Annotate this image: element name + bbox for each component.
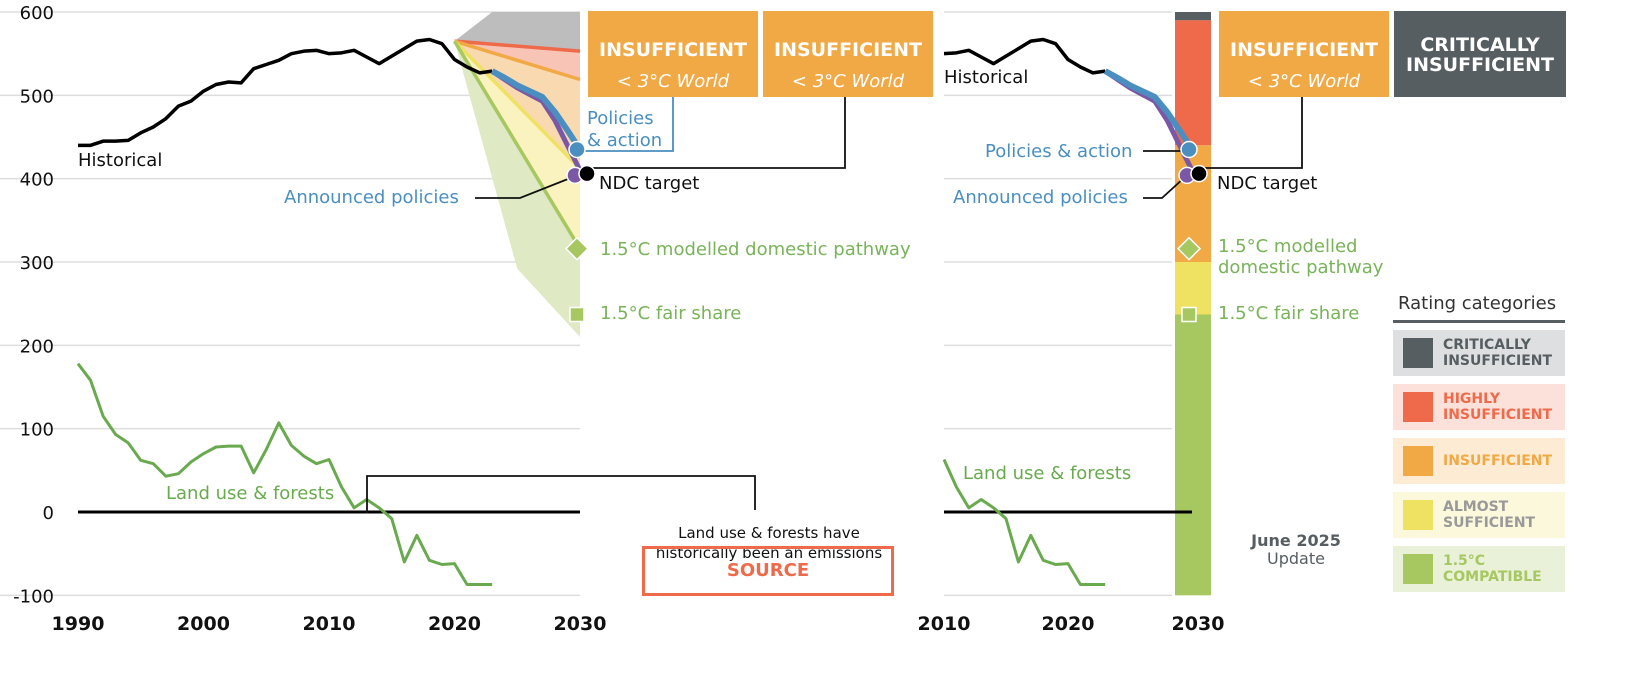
label-line: Land use & forests have — [678, 524, 860, 542]
label-line: domestic pathway — [1218, 257, 1384, 278]
land-use-line — [76, 362, 493, 586]
band-boundary-line — [454, 39, 581, 53]
y-tick-label: -100 — [13, 586, 54, 607]
x-tick-label: 1990 — [52, 613, 105, 635]
label-modelled-2: 1.5°C modelled domestic pathway — [1218, 236, 1383, 278]
band-boundary-line — [453, 39, 581, 82]
label-line: Policies — [587, 108, 654, 129]
y-tick-label: 400 — [20, 170, 54, 191]
update-date: June 2025 — [1251, 531, 1341, 550]
x-tick-label: 2010 — [918, 613, 971, 635]
label-policies-action-2: Policies & action — [985, 141, 1133, 162]
rating-sub: < 3°C World — [1247, 71, 1361, 92]
modelled-pathway-marker — [564, 236, 590, 261]
rating-box-overall: CRITICALLY INSUFFICIENT — [1394, 11, 1566, 97]
legend-label: INSUFFICIENT — [1443, 453, 1553, 469]
label-fair-share-2: 1.5°C fair share — [1218, 303, 1360, 324]
rating-bar-segment — [1175, 20, 1211, 146]
historical-line — [943, 37, 1106, 75]
rating-bar-segment — [1175, 314, 1211, 596]
y-tick-label: 200 — [20, 336, 54, 357]
policies-action-marker — [1180, 140, 1198, 159]
x-tick-label: 2030 — [1172, 613, 1225, 635]
x-tick-label: 2030 — [554, 613, 607, 635]
land-use-line — [942, 458, 1106, 586]
y-tick-label: 600 — [20, 3, 54, 24]
legend-swatch — [1403, 392, 1433, 422]
label-line: & action — [587, 130, 663, 151]
fair-share-marker — [1181, 306, 1197, 323]
connector-policies — [583, 97, 674, 152]
update-text: Update — [1267, 549, 1325, 568]
y-tick-label: 0 — [43, 503, 54, 524]
legend-label: CRITICALLY INSUFFICIENT — [1443, 337, 1553, 369]
band-critically-insufficient — [454, 12, 580, 52]
rating-box-policies-2: INSUFFICIENT < 3°C World — [1219, 11, 1389, 97]
label-announced-2: Announced policies — [953, 187, 1128, 208]
label-policies-action: Policies & action — [587, 108, 662, 152]
policies-action-marker — [568, 140, 586, 159]
rating-title: INSUFFICIENT — [1230, 39, 1378, 61]
legend-item: CRITICALLY INSUFFICIENT — [1393, 330, 1565, 376]
rating-title: CRITICALLY INSUFFICIENT — [1406, 34, 1554, 76]
rating-sub: < 3°C World — [616, 71, 730, 92]
fair-share-marker — [569, 306, 585, 323]
policies-action-line — [490, 68, 583, 152]
legend-item: INSUFFICIENT — [1393, 438, 1565, 484]
ndc-target-marker — [578, 164, 596, 183]
rating-title: INSUFFICIENT — [599, 39, 747, 61]
x-tick-label: 2020 — [1042, 613, 1095, 635]
ndc-target-marker — [1190, 164, 1208, 183]
legend-swatch — [1403, 500, 1433, 530]
label-historical-2: Historical — [944, 67, 1029, 88]
connector-ndc — [590, 97, 846, 169]
legend-item: HIGHLY INSUFFICIENT — [1393, 384, 1565, 430]
legend-label: ALMOST SUFFICIENT — [1443, 499, 1536, 531]
legend-item: ALMOST SUFFICIENT — [1393, 492, 1565, 538]
rating-box-policies: INSUFFICIENT < 3°C World — [588, 11, 758, 97]
connector-ndc-2 — [1200, 97, 1303, 169]
legend-label: HIGHLY INSUFFICIENT — [1443, 391, 1553, 423]
legend-swatch — [1403, 554, 1433, 584]
source-badge: SOURCE — [642, 546, 894, 596]
legend-item: 1.5°C COMPATIBLE — [1393, 546, 1565, 592]
x-tick-label: 2000 — [177, 613, 230, 635]
legend-swatch — [1403, 446, 1433, 476]
label-land-use: Land use & forests — [166, 483, 335, 504]
connector-announced — [475, 176, 574, 199]
legend-swatch — [1403, 338, 1433, 368]
label-ndc: NDC target — [599, 173, 700, 194]
rating-sub: < 3°C World — [791, 71, 905, 92]
y-tick-label: 300 — [20, 253, 54, 274]
label-modelled: 1.5°C modelled domestic pathway — [600, 239, 911, 260]
band-boundary-line — [453, 40, 582, 250]
legend-label: 1.5°C COMPATIBLE — [1443, 553, 1542, 585]
policies-action-line — [1103, 68, 1195, 152]
legend-title: Rating categories — [1398, 293, 1557, 314]
connector-land-use — [366, 475, 756, 513]
x-tick-label: 2020 — [428, 613, 481, 635]
rating-title: INSUFFICIENT — [774, 39, 922, 61]
band-boundary-line — [453, 39, 582, 170]
label-announced: Announced policies — [284, 187, 459, 208]
label-land-use-2: Land use & forests — [963, 463, 1132, 484]
label-line: 1.5°C modelled — [1218, 236, 1358, 257]
y-tick-label: 500 — [20, 86, 54, 107]
historical-line — [78, 37, 493, 148]
rating-bar-segment — [1175, 262, 1211, 315]
y-tick-label: 100 — [20, 420, 54, 441]
label-historical: Historical — [78, 150, 163, 171]
band-1-5-range — [454, 41, 580, 338]
modelled-pathway-marker — [1176, 236, 1202, 261]
connector-announced-2 — [1143, 176, 1186, 199]
rating-box-ndc: INSUFFICIENT < 3°C World — [763, 11, 933, 97]
legend-rule — [1393, 320, 1565, 323]
label-ndc-2: NDC target — [1217, 173, 1318, 194]
rating-bar-segment — [1175, 12, 1211, 21]
x-tick-label: 2010 — [303, 613, 356, 635]
label-fair-share: 1.5°C fair share — [600, 303, 742, 324]
